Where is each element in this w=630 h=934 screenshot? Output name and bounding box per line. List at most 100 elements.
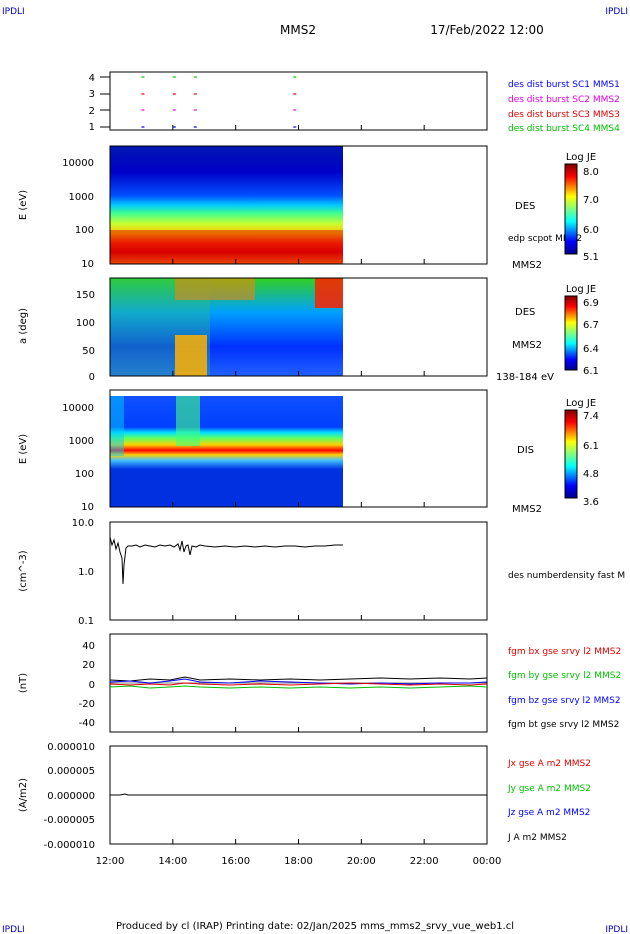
dis-energy-instrument: MMS2 xyxy=(512,504,542,515)
burst-legend-sc3: des dist burst SC3 MMS3 xyxy=(508,110,620,120)
time-tick-label: 16:00 xyxy=(221,856,250,867)
dis-energy-ytick-100: 100 xyxy=(75,469,94,480)
density-ytick-1: 1.0 xyxy=(78,567,94,578)
des-pitch-side-label: DES xyxy=(515,307,535,318)
footer-credit: Produced by cl (IRAP) Printing date: 02/… xyxy=(116,921,514,932)
time-tick-label: 22:00 xyxy=(410,856,439,867)
time-tick-label: 14:00 xyxy=(158,856,187,867)
density-frame xyxy=(109,521,488,621)
current-ylabel: (A/m2) xyxy=(18,778,29,812)
des-pitch-top-region xyxy=(175,278,255,300)
density-series-line xyxy=(109,536,343,585)
dis-energy-ylabel: E (eV) xyxy=(18,434,29,464)
bfield-panel: 40 20 0 -20 -40 (nT) fgm bx gse srvy l2 … xyxy=(18,633,621,733)
bfield-bx-line xyxy=(109,682,488,686)
bfield-bz-line xyxy=(109,678,488,685)
des-pitch-ytick-0: 0 xyxy=(89,372,95,383)
burst-ytick-1: 1 xyxy=(89,122,95,133)
time-tick-label: 20:00 xyxy=(347,856,376,867)
bfield-ytick-neg20: -20 xyxy=(79,699,95,710)
dis-energy-side-label: DIS xyxy=(517,445,534,456)
des-energy-panel: 10000 1000 100 10 E (eV) DES edp scpot M… xyxy=(18,145,599,271)
burst-legend-sc4: des dist burst SC4 MMS4 xyxy=(508,124,620,134)
current-panel: 0.000010 0.000005 0.000000 -0.000005 -0.… xyxy=(18,742,591,851)
des-energy-ylabel: E (eV) xyxy=(18,190,29,220)
dis-energy-ytick-1000: 1000 xyxy=(69,436,94,447)
des-energy-cb-tick-1: 7.0 xyxy=(583,195,599,206)
bfield-legend-bt: fgm bt gse srvy l2 MMS2 xyxy=(508,720,619,730)
density-ylabel: (cm^-3) xyxy=(18,550,29,591)
density-legend: des numberdensity fast M xyxy=(508,571,625,581)
bfield-by-line xyxy=(109,685,488,689)
bfield-ytick-20: 20 xyxy=(82,660,95,671)
dis-energy-ytick-10: 10 xyxy=(81,502,94,513)
des-pitch-cb-tick-1: 6.7 xyxy=(583,320,599,331)
des-energy-ytick-1000: 1000 xyxy=(69,192,94,203)
des-energy-cb-tick-0: 8.0 xyxy=(583,167,599,178)
bfield-ytick-0: 0 xyxy=(89,680,95,691)
current-legend-jz: Jz gse A m2 MMS2 xyxy=(507,808,590,818)
corner-label-tl: IPDLI xyxy=(2,7,25,17)
time-tick-label: 18:00 xyxy=(284,856,313,867)
des-pitch-cb-tick-0: 6.9 xyxy=(583,298,599,309)
des-pitch-colorbar-title: Log JE xyxy=(566,284,596,295)
des-pitch-ytick-50: 50 xyxy=(82,346,95,357)
current-ytick-4: -0.000010 xyxy=(44,840,95,851)
density-panel: 10.0 1.0 0.1 (cm^-3) des numberdensity f… xyxy=(18,518,625,627)
current-ytick-0: 0.000010 xyxy=(47,742,95,753)
current-ytick-1: 0.000005 xyxy=(47,766,95,777)
des-energy-cb-tick-2: 6.0 xyxy=(583,225,599,236)
des-energy-spectrogram xyxy=(110,146,343,264)
density-ytick-0.1: 0.1 xyxy=(78,616,94,627)
current-legend-jy: Jy gse A m2 MMS2 xyxy=(507,784,591,794)
dis-energy-cb-tick-1: 6.1 xyxy=(583,441,599,452)
density-ytick-10: 10.0 xyxy=(72,518,94,529)
bfield-ytick-neg40: -40 xyxy=(79,718,95,729)
des-energy-ytick-10000: 10000 xyxy=(62,158,94,169)
des-pitch-energy-range: 138-184 eV xyxy=(496,372,554,383)
burst-ytick-2: 2 xyxy=(89,106,95,117)
burst-frame xyxy=(109,71,488,131)
current-legend-jx: Jx gse A m2 MMS2 xyxy=(507,759,591,769)
burst-legend-sc2: des dist burst SC2 MMS2 xyxy=(508,95,620,105)
burst-ytick-4: 4 xyxy=(89,73,95,84)
bfield-ytick-40: 40 xyxy=(82,641,95,652)
des-energy-instrument: MMS2 xyxy=(512,260,542,271)
des-pitch-cb-tick-2: 6.4 xyxy=(583,344,599,355)
bfield-legend-bz: fgm bz gse srvy l2 MMS2 xyxy=(508,696,621,706)
des-pitch-colorbar xyxy=(564,295,578,371)
des-pitch-panel: 150 100 50 0 a (deg) DES MMS2 138-184 eV… xyxy=(18,277,599,383)
corner-label-bl: IPDLI xyxy=(2,925,25,934)
des-energy-side-label: DES xyxy=(515,201,535,212)
dis-energy-cb-tick-3: 3.6 xyxy=(583,497,599,508)
dis-energy-burst-region xyxy=(176,396,200,446)
current-ytick-3: -0.000005 xyxy=(44,815,95,826)
time-tick-label: 00:00 xyxy=(473,856,502,867)
bfield-ylabel: (nT) xyxy=(18,673,29,693)
des-energy-ytick-10: 10 xyxy=(81,259,94,270)
des-energy-scpot-label: edp scpot MMS2 xyxy=(508,234,582,244)
current-legend-j: J A m2 MMS2 xyxy=(507,833,567,843)
bfield-bt-line xyxy=(109,676,488,682)
burst-ytick-3: 3 xyxy=(89,89,95,100)
dis-energy-panel: 10000 1000 100 10 E (eV) DIS MMS2 Log JE… xyxy=(18,389,599,515)
time-tick-label: 12:00 xyxy=(96,856,125,867)
des-pitch-ylabel: a (deg) xyxy=(18,308,29,344)
bfield-legend-bx: fgm bx gse srvy l2 MMS2 xyxy=(508,647,621,657)
current-series-line xyxy=(110,793,487,796)
dis-energy-ytick-10000: 10000 xyxy=(62,403,94,414)
des-energy-ytick-100: 100 xyxy=(75,225,94,236)
corner-label-tr: IPDLI xyxy=(605,7,628,17)
des-energy-cb-tick-3: 5.1 xyxy=(583,252,599,263)
datetime-title: 17/Feb/2022 12:00 xyxy=(430,23,544,37)
des-pitch-hot-region xyxy=(175,335,207,376)
des-energy-colorbar-title: Log JE xyxy=(566,152,596,163)
dis-energy-colorbar-title: Log JE xyxy=(566,398,596,409)
burst-marks xyxy=(141,76,297,128)
dis-energy-cb-tick-2: 4.8 xyxy=(583,469,599,480)
time-axis: 12:00 14:00 16:00 18:00 20:00 22:00 00:00 xyxy=(96,125,502,867)
spacecraft-title: MMS2 xyxy=(280,23,316,37)
des-pitch-ytick-150: 150 xyxy=(76,290,95,301)
des-pitch-instrument: MMS2 xyxy=(512,340,542,351)
